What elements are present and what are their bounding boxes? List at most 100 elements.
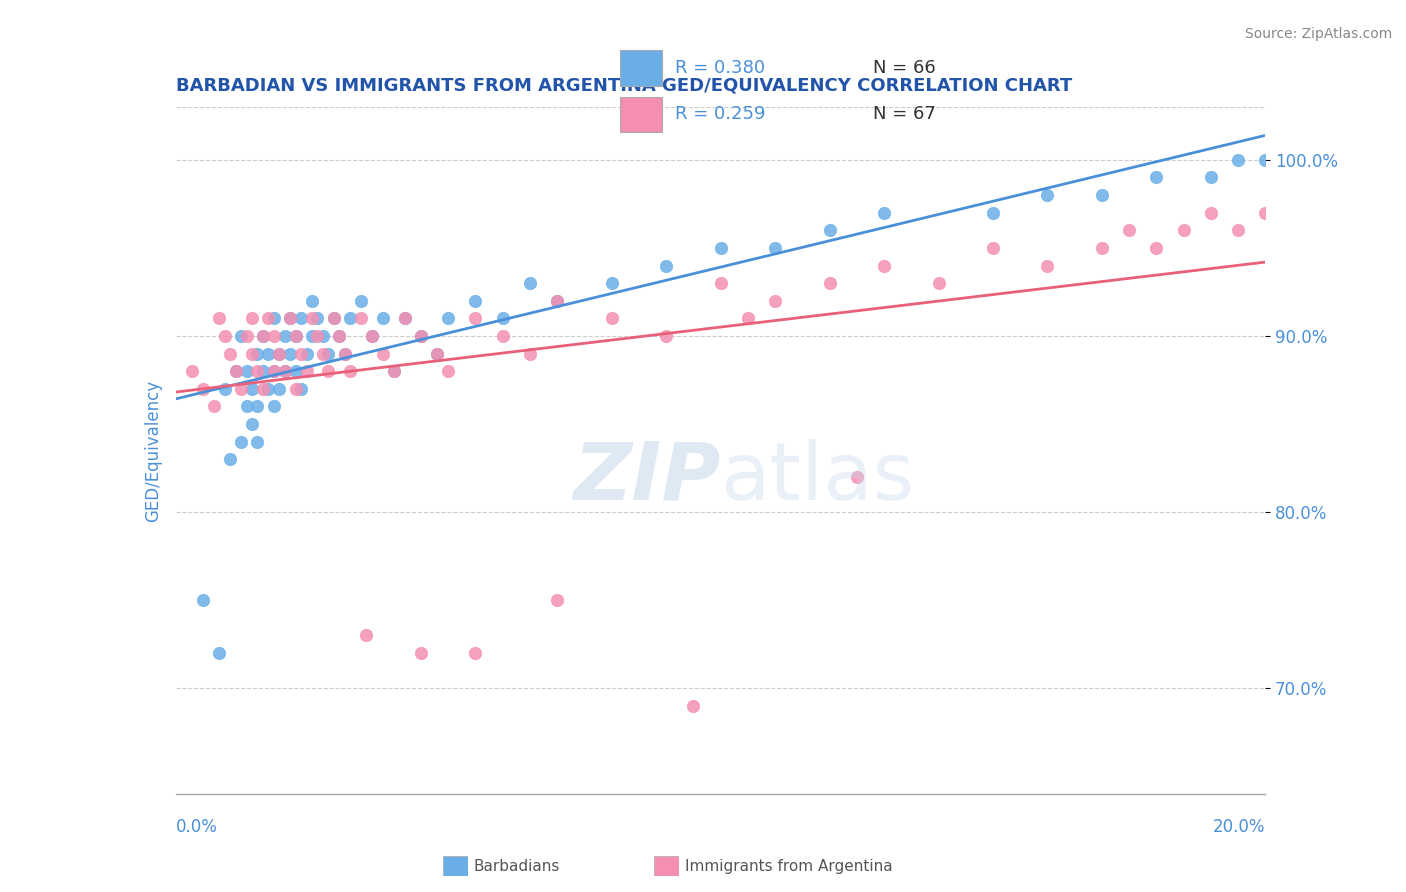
Point (1091, 188, 1114, 202)
Point (1199, 170, 1222, 185)
Point (208, 311, 231, 326)
Point (214, 329, 236, 343)
Point (655, 329, 678, 343)
Point (333, 346, 356, 360)
Point (409, 329, 432, 343)
Bar (620, 96, 662, 132)
Point (845, 470, 868, 484)
Point (682, 698, 704, 713)
Point (981, 205, 1004, 219)
Point (546, 293, 568, 308)
Point (290, 346, 312, 360)
Point (252, 382, 274, 396)
Point (322, 311, 344, 326)
Text: Source: ZipAtlas.com: Source: ZipAtlas.com (1244, 27, 1392, 41)
Point (235, 400, 257, 414)
Point (240, 346, 263, 360)
Y-axis label: GED/Equivalency: GED/Equivalency (143, 379, 162, 522)
Point (763, 293, 786, 308)
Point (290, 311, 312, 326)
Point (269, 382, 291, 396)
Point (1254, 205, 1277, 219)
Point (546, 593, 568, 607)
Point (339, 311, 361, 326)
Point (318, 346, 340, 360)
Point (1227, 153, 1250, 167)
Point (231, 382, 253, 396)
Text: R = 0.259: R = 0.259 (675, 105, 765, 123)
Point (240, 417, 263, 431)
Point (263, 311, 285, 326)
Point (1036, 188, 1059, 202)
Point (519, 346, 541, 360)
Point (519, 276, 541, 290)
Point (263, 364, 285, 378)
Point (1227, 223, 1250, 237)
Point (269, 346, 291, 360)
Point (219, 452, 242, 467)
Point (1199, 205, 1222, 219)
Point (350, 311, 373, 326)
Point (437, 364, 460, 378)
Point (278, 311, 301, 326)
Point (274, 364, 297, 378)
Point (928, 276, 950, 290)
Text: Barbadians: Barbadians (474, 859, 560, 873)
Point (371, 311, 394, 326)
Point (301, 293, 323, 308)
Point (252, 329, 274, 343)
Point (214, 382, 236, 396)
Point (225, 364, 247, 378)
Point (464, 646, 486, 660)
Point (284, 364, 307, 378)
Point (290, 382, 312, 396)
Point (350, 293, 373, 308)
Point (252, 329, 274, 343)
Point (191, 382, 214, 396)
Point (1144, 241, 1167, 255)
Point (246, 434, 269, 449)
Point (981, 241, 1004, 255)
Point (263, 400, 285, 414)
Point (426, 346, 449, 360)
Point (257, 346, 280, 360)
Point (295, 364, 318, 378)
Point (492, 311, 515, 326)
Point (328, 329, 350, 343)
Point (219, 346, 242, 360)
Text: BARBADIAN VS IMMIGRANTS FROM ARGENTINA GED/EQUIVALENCY CORRELATION CHART: BARBADIAN VS IMMIGRANTS FROM ARGENTINA G… (176, 77, 1071, 95)
Point (328, 329, 350, 343)
Point (655, 259, 678, 273)
Point (225, 364, 247, 378)
Text: 0.0%: 0.0% (176, 818, 218, 836)
Point (307, 311, 329, 326)
Point (202, 400, 225, 414)
Point (600, 311, 623, 326)
Point (318, 364, 340, 378)
Point (263, 364, 285, 378)
Point (257, 311, 280, 326)
Text: ZIP: ZIP (574, 439, 721, 517)
Point (246, 400, 269, 414)
Point (307, 329, 329, 343)
Point (710, 276, 733, 290)
Point (252, 364, 274, 378)
Text: N = 66: N = 66 (873, 59, 936, 77)
Point (710, 241, 733, 255)
Point (301, 329, 323, 343)
Point (312, 329, 335, 343)
Point (295, 346, 318, 360)
Point (382, 364, 405, 378)
Point (269, 346, 291, 360)
Point (246, 346, 269, 360)
Point (382, 364, 405, 378)
Point (181, 364, 204, 378)
Point (240, 311, 263, 326)
Point (1118, 223, 1140, 237)
Text: atlas: atlas (721, 439, 915, 517)
Point (492, 329, 515, 343)
Point (394, 311, 416, 326)
Point (437, 311, 460, 326)
Text: 20.0%: 20.0% (1213, 818, 1265, 836)
Point (873, 259, 896, 273)
